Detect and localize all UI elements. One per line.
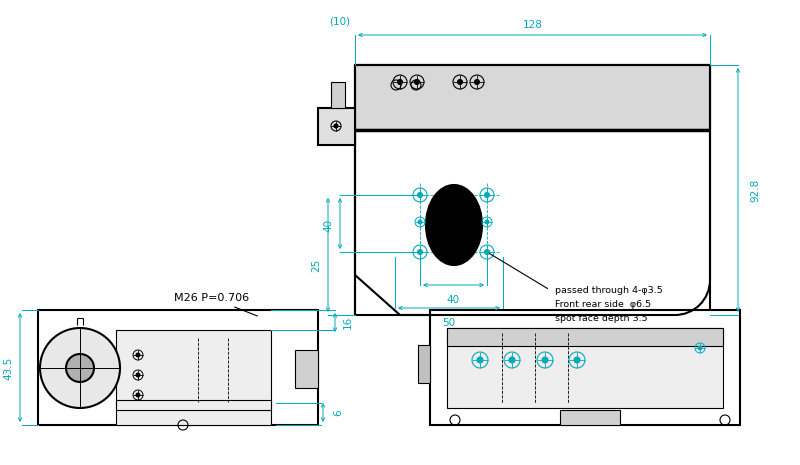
Text: 40: 40	[446, 295, 459, 305]
Circle shape	[474, 80, 479, 85]
Text: 25: 25	[311, 259, 321, 272]
Circle shape	[136, 393, 140, 397]
Circle shape	[698, 346, 702, 350]
Circle shape	[418, 220, 422, 224]
Text: 43.5: 43.5	[3, 356, 13, 379]
Bar	[318, 108, 355, 145]
Bar	[116, 330, 271, 410]
Text: Front rear side  φ6.5: Front rear side φ6.5	[555, 299, 651, 308]
Text: 6: 6	[333, 410, 343, 416]
Text: 40: 40	[323, 219, 333, 232]
Circle shape	[574, 357, 580, 363]
Bar	[355, 65, 710, 130]
Circle shape	[485, 193, 490, 198]
Circle shape	[136, 353, 140, 357]
Bar	[38, 310, 318, 425]
Bar	[560, 410, 620, 425]
Circle shape	[458, 80, 462, 85]
Circle shape	[485, 220, 489, 224]
Circle shape	[485, 250, 490, 254]
Circle shape	[398, 80, 402, 85]
Bar	[355, 65, 710, 315]
Bar	[430, 310, 740, 425]
Text: 92.8: 92.8	[750, 179, 760, 202]
Text: (10): (10)	[330, 17, 350, 27]
Text: 16: 16	[343, 315, 353, 329]
Text: 50: 50	[442, 318, 455, 328]
Circle shape	[542, 357, 548, 363]
Circle shape	[136, 373, 140, 377]
Bar	[331, 82, 345, 108]
Bar	[447, 328, 723, 346]
Circle shape	[66, 354, 94, 382]
Text: 128: 128	[523, 20, 543, 30]
Circle shape	[334, 124, 338, 128]
Text: spot face depth 3.5: spot face depth 3.5	[555, 313, 648, 323]
Circle shape	[414, 80, 419, 85]
Bar	[418, 345, 430, 383]
Circle shape	[477, 357, 483, 363]
Circle shape	[418, 193, 422, 198]
Bar	[295, 350, 318, 388]
Circle shape	[418, 250, 422, 254]
Ellipse shape	[426, 185, 482, 265]
Circle shape	[40, 328, 120, 408]
Bar	[116, 400, 271, 425]
Circle shape	[509, 357, 515, 363]
Text: M26 P=0.706: M26 P=0.706	[174, 293, 250, 303]
Bar	[447, 328, 723, 408]
Text: passed through 4-φ3.5: passed through 4-φ3.5	[555, 286, 662, 294]
